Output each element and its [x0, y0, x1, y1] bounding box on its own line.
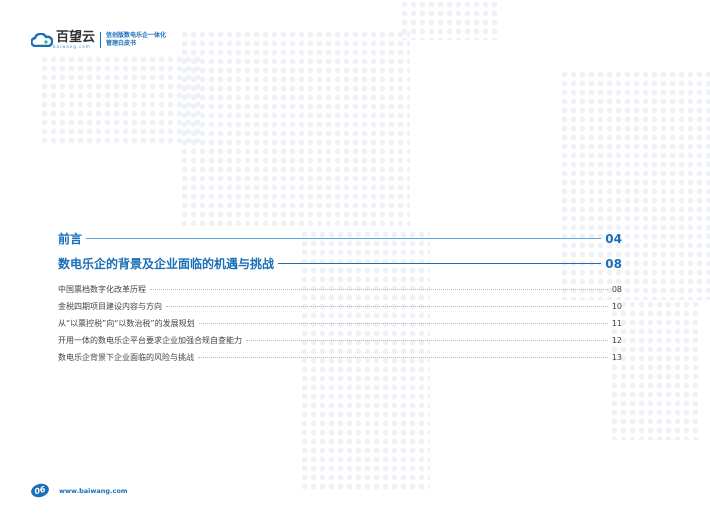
- leader-dots: [166, 306, 608, 307]
- world-map-dots: [560, 70, 710, 300]
- section-title: 从“以票控税”向“以数治税”的发展规划: [58, 319, 195, 328]
- toc-section[interactable]: 金税四期项目建设内容与方向 10: [58, 301, 622, 312]
- toc-chapter[interactable]: 前言 04: [58, 230, 622, 247]
- chapter-page: 04: [605, 231, 622, 246]
- chapter-title: 数电乐企的背景及企业面临的机遇与挑战: [58, 257, 275, 271]
- section-page: 11: [611, 319, 622, 328]
- toc-section[interactable]: 开用一体的数电乐企平台要求企业加强合规自查能力 12: [58, 335, 622, 346]
- leader-dots: [246, 340, 608, 341]
- section-page: 13: [611, 353, 622, 362]
- toc-section[interactable]: 数电乐企背景下企业面临的风险与挑战 13: [58, 352, 622, 363]
- chapter-title: 前言: [58, 232, 83, 246]
- toc-section[interactable]: 中国票档数字化改革历程 08: [58, 284, 622, 295]
- section-title: 中国票档数字化改革历程: [58, 285, 146, 294]
- tagline-line2: 管理白皮书: [106, 40, 137, 47]
- section-title: 开用一体的数电乐企平台要求企业加强合规自查能力: [58, 336, 242, 345]
- leader-dots: [198, 323, 608, 324]
- world-map-dots: [300, 230, 430, 490]
- world-map-dots: [40, 55, 200, 145]
- toc-section[interactable]: 从“以票控税”向“以数治税”的发展规划 11: [58, 318, 622, 329]
- toc-chapter[interactable]: 数电乐企的背景及企业面临的机遇与挑战 08: [58, 255, 622, 272]
- world-map-dots: [610, 300, 700, 440]
- section-page: 08: [611, 285, 622, 294]
- footer: 06 www.baiwang.com: [29, 481, 128, 500]
- page-number-badge: 06: [29, 481, 51, 500]
- website-link[interactable]: www.baiwang.com: [59, 486, 128, 495]
- leader-dots: [198, 357, 608, 358]
- brand-name: 百望云: [56, 30, 96, 45]
- brand-domain: baiwang.com: [53, 44, 91, 49]
- section-page: 12: [611, 336, 622, 345]
- divider: [100, 32, 102, 48]
- tagline-line1: 信创版数电乐企一体化: [106, 32, 167, 39]
- section-title: 金税四期项目建设内容与方向: [58, 302, 162, 311]
- cloud-logo-icon: [31, 33, 53, 47]
- section-page: 10: [611, 302, 622, 311]
- chapter-page: 08: [605, 256, 622, 271]
- leader-line: [278, 263, 602, 264]
- world-map-dots: [180, 30, 410, 230]
- world-map-dots: [400, 0, 500, 40]
- leader-line: [86, 238, 602, 239]
- logo: 百望云 baiwang.com 信创版数电乐企一体化 管理白皮书: [31, 31, 166, 49]
- section-title: 数电乐企背景下企业面临的风险与挑战: [58, 353, 194, 362]
- leader-dots: [150, 289, 608, 290]
